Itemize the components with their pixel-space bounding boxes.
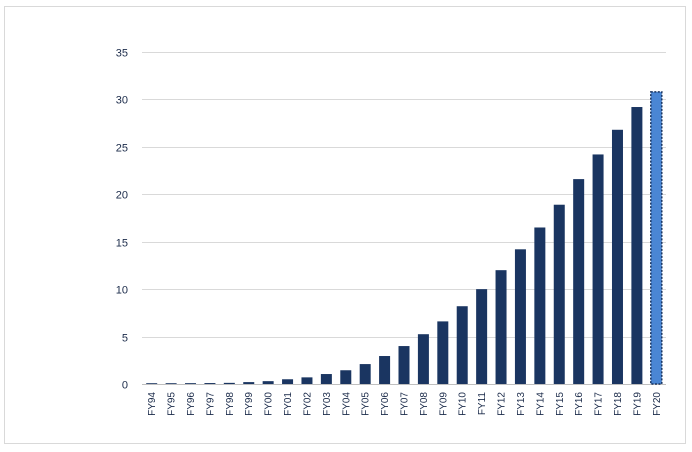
bar (282, 379, 294, 384)
bar (340, 370, 352, 384)
bar (456, 306, 468, 384)
x-tick-label: FY98 (225, 392, 236, 416)
bar (592, 154, 604, 384)
bar (165, 383, 177, 384)
bar (398, 346, 410, 384)
bar (514, 249, 526, 384)
x-tick-label: FY14 (535, 392, 546, 416)
bar (417, 334, 429, 384)
y-axis-ticks: 0 5 10 15 20 25 30 35 (116, 48, 128, 392)
x-tick-label: FY08 (419, 392, 430, 416)
y-tick-label: 10 (116, 285, 128, 297)
bar (611, 129, 623, 384)
bar (553, 204, 565, 384)
x-tick-label: FY03 (322, 392, 333, 416)
y-tick-label: 5 (122, 333, 128, 345)
bars (146, 91, 663, 385)
bar (495, 270, 507, 384)
x-axis-ticks: FY94 FY95 FY96 FY97 FY98 FY99 FY00 FY01 FY02 FY03… (147, 392, 663, 416)
bar (243, 382, 255, 384)
bar (534, 227, 546, 384)
bar (262, 381, 274, 384)
bar (301, 377, 313, 384)
x-tick-label: FY20 (652, 392, 663, 416)
x-tick-label: FY04 (341, 392, 352, 416)
x-tick-label: FY16 (574, 392, 585, 416)
x-tick-label: FY96 (186, 392, 197, 416)
x-tick-label: FY15 (555, 392, 566, 416)
bar-highlighted (650, 91, 663, 385)
bar (476, 289, 488, 384)
bar (223, 382, 235, 384)
x-tick-label: FY94 (147, 392, 158, 416)
bar (379, 356, 391, 384)
x-tick-label: FY19 (632, 392, 643, 416)
bar (185, 383, 197, 384)
x-tick-label: FY95 (167, 392, 178, 416)
bar (573, 179, 585, 384)
x-tick-label: FY11 (477, 392, 488, 416)
y-tick-label: 15 (116, 238, 128, 250)
y-tick-label: 35 (116, 48, 128, 60)
bar (631, 107, 643, 385)
gridlines (142, 52, 666, 385)
x-tick-label: FY13 (516, 392, 527, 416)
x-tick-label: FY09 (438, 392, 449, 416)
y-tick-label: 0 (122, 380, 128, 392)
bar (359, 364, 371, 384)
y-tick-label: 20 (116, 190, 128, 202)
y-tick-label: 25 (116, 143, 128, 155)
x-tick-label: FY02 (302, 392, 313, 416)
x-tick-label: FY07 (400, 392, 411, 416)
x-tick-label: FY17 (594, 392, 605, 416)
x-tick-label: FY12 (497, 392, 508, 416)
bar (146, 383, 158, 384)
x-tick-label: FY05 (361, 392, 372, 416)
x-tick-label: FY97 (205, 392, 216, 416)
y-tick-label: 30 (116, 95, 128, 107)
x-tick-label: FY00 (264, 392, 275, 416)
x-tick-label: FY18 (613, 392, 624, 416)
x-tick-label: FY06 (380, 392, 391, 416)
bar (320, 374, 332, 384)
bar (437, 321, 449, 384)
x-tick-label: FY99 (244, 392, 255, 416)
x-tick-label: FY01 (283, 392, 294, 416)
x-tick-label: FY10 (458, 392, 469, 416)
bar (204, 383, 216, 384)
